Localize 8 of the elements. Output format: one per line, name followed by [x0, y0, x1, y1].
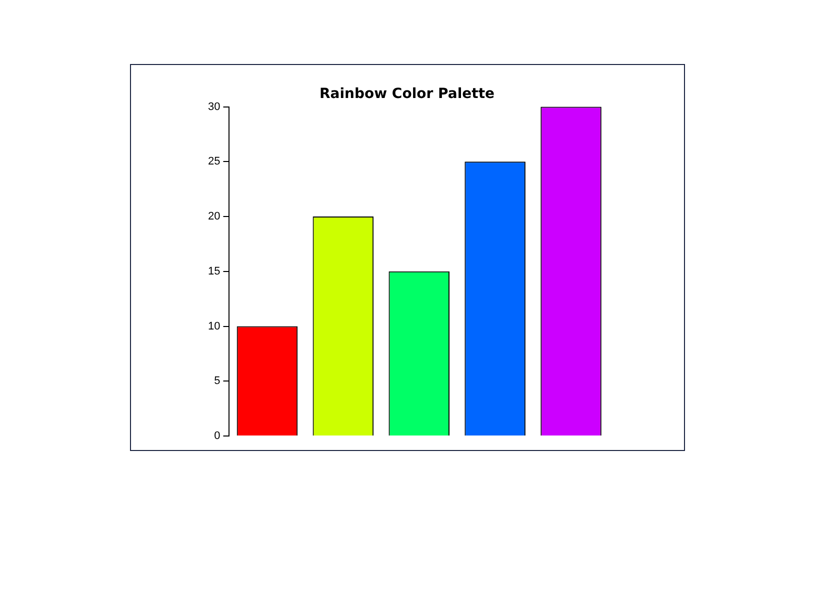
y-tick-label: 5: [214, 375, 220, 388]
chart-title: Rainbow Color Palette: [319, 86, 495, 102]
y-tick-label: 10: [208, 320, 220, 332]
y-tick-label: 25: [208, 156, 220, 168]
y-tick-label: 0: [214, 430, 220, 442]
y-tick-label: 15: [208, 265, 220, 278]
y-tick-label: 20: [208, 210, 220, 223]
y-tick-label: 30: [208, 100, 220, 113]
